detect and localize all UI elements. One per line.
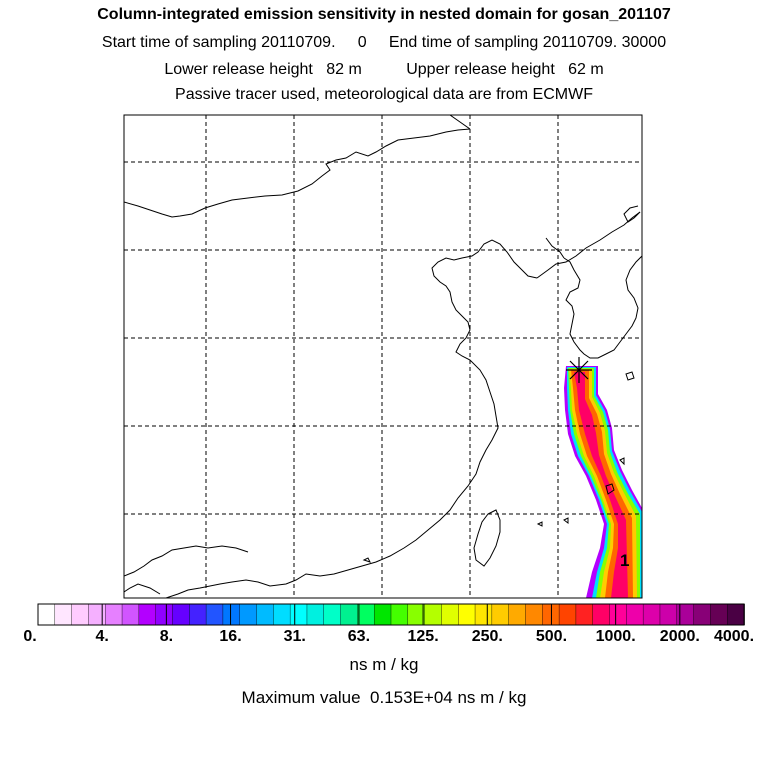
taiwan-coast [473, 509, 501, 567]
plume-core [574, 372, 628, 598]
colorbar-cell [357, 603, 375, 626]
island-coast [623, 205, 641, 223]
colorbar-tick-label: 16. [219, 628, 242, 645]
plume-label: 1 [620, 551, 630, 570]
coastline [124, 583, 161, 595]
colorbar-cell [121, 603, 140, 626]
island-coast [362, 557, 371, 563]
colorbar-tick-label: 1000. [595, 628, 636, 645]
colorbar-cell [340, 603, 359, 626]
colorbar-tick-label: 4. [95, 628, 109, 645]
star-icon [566, 357, 592, 383]
colorbar-cell [71, 603, 90, 626]
colorbar-cell [508, 603, 527, 626]
colorbar-cell [155, 603, 174, 626]
colorbar-cell [273, 603, 291, 626]
colorbar-frame [37, 603, 745, 626]
colorbar-cell [323, 603, 342, 626]
island-coast [563, 517, 569, 524]
colorbar-cell [189, 603, 207, 626]
lat-lon-grid [124, 115, 642, 598]
island-coast [619, 457, 625, 466]
colorbar-cell [558, 603, 577, 626]
colorbar-cell [373, 603, 392, 626]
colorbar-cell [491, 603, 510, 626]
colorbar-cell [138, 603, 157, 626]
colorbar-cell [458, 603, 476, 626]
colorbar-cell [693, 603, 712, 626]
colorbar-cell [222, 603, 241, 626]
border-line [449, 115, 471, 130]
colorbar-cell [441, 603, 460, 626]
border-line [536, 211, 641, 279]
map-title: Column-integrated emission sensitivity i… [97, 6, 671, 23]
colorbar-units: ns m / kg [349, 655, 419, 674]
colorbar-cell [626, 603, 644, 626]
colorbar-cell [592, 603, 611, 626]
colorbar-cell [575, 603, 594, 626]
bay-coast [545, 237, 565, 259]
colorbar-cell [289, 603, 308, 626]
colorbar-cell [172, 603, 191, 626]
coastline [165, 239, 538, 598]
colorbar-cell [205, 603, 224, 626]
border-line [124, 545, 249, 577]
island-coast [605, 483, 615, 495]
colorbar-cell [306, 603, 325, 626]
colorbar-cell [659, 603, 678, 626]
sampling-time-line: Start time of sampling 20110709. 0 End t… [101, 34, 667, 51]
colorbar-cell [525, 603, 544, 626]
maximum-value-text: Maximum value 0.153E+04 ns m / kg [241, 688, 527, 707]
colorbar-tick-label: 31. [283, 628, 306, 645]
colorbar-cell [54, 603, 73, 626]
peninsula-coast [563, 255, 642, 359]
island-coast [536, 521, 543, 527]
border-line [124, 128, 471, 218]
colorbar-cell [239, 603, 258, 626]
map-frame [123, 114, 643, 599]
colorbar-cell [256, 603, 275, 626]
tracer-info-line: Passive tracer used, meteorological data… [175, 86, 593, 103]
colorbar-cell [474, 603, 493, 626]
colorbar-cell [105, 603, 123, 626]
island-coast [625, 371, 635, 381]
colorbar-tick-label: 250. [471, 628, 503, 645]
colorbar-tick-label: 0. [23, 628, 37, 645]
colorbar-cell [609, 603, 628, 626]
colorbar-tick-label: 8. [159, 628, 174, 645]
colorbar-cell [726, 603, 745, 626]
colorbar [37, 603, 745, 626]
colorbar-tick-label: 4000. [713, 628, 755, 645]
colorbar-cell [390, 603, 409, 626]
release-height-line: Lower release height 82 m Upper release … [164, 61, 604, 78]
colorbar-tick-label: 2000. [659, 628, 700, 645]
colorbar-cell [88, 603, 107, 626]
colorbar-tick-label: 63. [347, 628, 371, 645]
colorbar-cell [37, 603, 56, 626]
colorbar-cell [710, 603, 728, 626]
colorbar-cell [424, 603, 443, 626]
colorbar-cell [642, 603, 661, 626]
colorbar-tick-label: 125. [407, 628, 439, 645]
colorbar-tick-label: 500. [535, 628, 568, 645]
